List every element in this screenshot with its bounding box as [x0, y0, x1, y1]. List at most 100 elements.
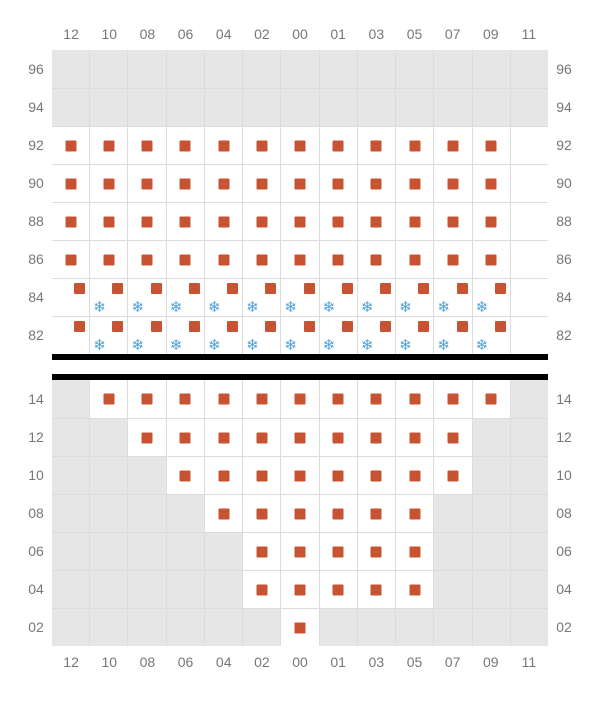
grid-cell[interactable]: ❄ [357, 316, 395, 354]
grid-cell[interactable] [433, 202, 471, 240]
grid-cell[interactable] [204, 202, 242, 240]
grid-cell[interactable] [204, 126, 242, 164]
grid-cell[interactable] [319, 164, 357, 202]
grid-cell[interactable] [357, 570, 395, 608]
grid-cell[interactable] [204, 456, 242, 494]
grid-cell[interactable] [280, 240, 318, 278]
grid-cell[interactable] [319, 380, 357, 418]
grid-cell[interactable]: ❄ [280, 278, 318, 316]
grid-cell[interactable] [89, 380, 127, 418]
grid-cell[interactable] [319, 418, 357, 456]
grid-cell[interactable] [242, 202, 280, 240]
grid-cell[interactable] [127, 164, 165, 202]
grid-cell[interactable]: ❄ [395, 316, 433, 354]
grid-cell[interactable] [166, 456, 204, 494]
grid-cell[interactable] [242, 494, 280, 532]
grid-cell[interactable] [204, 494, 242, 532]
grid-cell[interactable]: ❄ [89, 278, 127, 316]
grid-cell[interactable] [52, 278, 89, 316]
grid-cell[interactable]: ❄ [242, 278, 280, 316]
grid-cell[interactable] [319, 202, 357, 240]
grid-cell[interactable] [127, 126, 165, 164]
grid-cell[interactable] [395, 240, 433, 278]
grid-cell[interactable] [52, 202, 89, 240]
grid-cell[interactable] [280, 456, 318, 494]
grid-cell[interactable]: ❄ [242, 316, 280, 354]
grid-cell[interactable] [127, 418, 165, 456]
grid-cell[interactable]: ❄ [166, 278, 204, 316]
grid-cell[interactable]: ❄ [204, 278, 242, 316]
grid-cell[interactable]: ❄ [204, 316, 242, 354]
grid-cell[interactable] [280, 202, 318, 240]
grid-cell[interactable] [319, 240, 357, 278]
grid-cell[interactable] [433, 240, 471, 278]
grid-cell[interactable] [204, 164, 242, 202]
grid-cell[interactable] [127, 240, 165, 278]
grid-cell[interactable] [433, 418, 471, 456]
grid-cell[interactable] [395, 456, 433, 494]
grid-cell[interactable] [166, 380, 204, 418]
grid-cell[interactable] [280, 126, 318, 164]
grid-cell[interactable] [319, 570, 357, 608]
grid-cell[interactable]: ❄ [472, 316, 510, 354]
grid-cell[interactable] [166, 240, 204, 278]
grid-cell[interactable] [357, 164, 395, 202]
grid-cell[interactable] [166, 202, 204, 240]
grid-cell[interactable] [395, 570, 433, 608]
grid-cell[interactable] [395, 126, 433, 164]
grid-cell[interactable] [395, 418, 433, 456]
grid-cell[interactable] [204, 380, 242, 418]
grid-cell[interactable] [472, 240, 510, 278]
grid-cell[interactable] [280, 418, 318, 456]
grid-cell[interactable] [242, 380, 280, 418]
grid-cell[interactable] [319, 126, 357, 164]
grid-cell[interactable]: ❄ [395, 278, 433, 316]
grid-cell[interactable] [166, 126, 204, 164]
grid-cell[interactable] [89, 126, 127, 164]
grid-cell[interactable] [472, 202, 510, 240]
grid-cell[interactable] [52, 240, 89, 278]
grid-cell[interactable] [319, 456, 357, 494]
grid-cell[interactable] [242, 456, 280, 494]
grid-cell[interactable] [319, 494, 357, 532]
grid-cell[interactable]: ❄ [280, 316, 318, 354]
grid-cell[interactable] [395, 532, 433, 570]
grid-cell[interactable] [242, 240, 280, 278]
grid-cell[interactable] [127, 380, 165, 418]
grid-cell[interactable] [357, 126, 395, 164]
grid-cell[interactable]: ❄ [433, 278, 471, 316]
grid-cell[interactable] [166, 164, 204, 202]
grid-cell[interactable] [433, 456, 471, 494]
grid-cell[interactable]: ❄ [127, 278, 165, 316]
grid-cell[interactable] [395, 380, 433, 418]
grid-cell[interactable]: ❄ [166, 316, 204, 354]
grid-cell[interactable] [395, 202, 433, 240]
grid-cell[interactable]: ❄ [319, 316, 357, 354]
grid-cell[interactable] [242, 570, 280, 608]
grid-cell[interactable]: ❄ [319, 278, 357, 316]
grid-cell[interactable] [357, 202, 395, 240]
grid-cell[interactable]: ❄ [89, 316, 127, 354]
grid-cell[interactable] [395, 164, 433, 202]
grid-cell[interactable] [433, 380, 471, 418]
grid-cell[interactable]: ❄ [127, 316, 165, 354]
grid-cell[interactable] [357, 532, 395, 570]
grid-cell[interactable] [242, 532, 280, 570]
grid-cell[interactable] [242, 126, 280, 164]
grid-cell[interactable] [166, 418, 204, 456]
grid-cell[interactable]: ❄ [472, 278, 510, 316]
grid-cell[interactable] [357, 418, 395, 456]
grid-cell[interactable] [89, 164, 127, 202]
grid-cell[interactable] [280, 608, 318, 646]
grid-cell[interactable] [472, 164, 510, 202]
grid-cell[interactable] [280, 164, 318, 202]
grid-cell[interactable] [89, 202, 127, 240]
grid-cell[interactable] [319, 532, 357, 570]
grid-cell[interactable] [280, 494, 318, 532]
grid-cell[interactable] [472, 380, 510, 418]
grid-cell[interactable] [204, 418, 242, 456]
grid-cell[interactable] [433, 126, 471, 164]
grid-cell[interactable] [280, 380, 318, 418]
grid-cell[interactable] [472, 126, 510, 164]
grid-cell[interactable] [357, 494, 395, 532]
